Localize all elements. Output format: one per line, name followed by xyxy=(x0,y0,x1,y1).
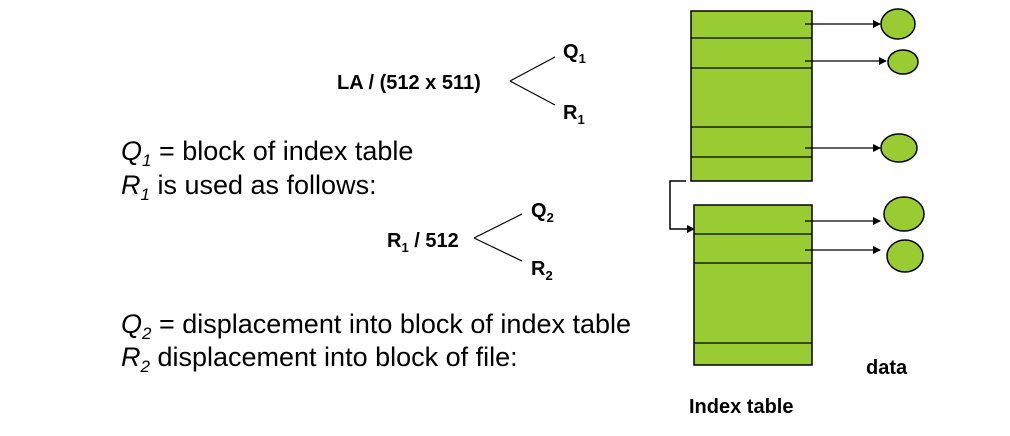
index-table-caption: Index table xyxy=(689,396,794,418)
data-block-circle xyxy=(880,133,918,163)
data-block-circle xyxy=(886,239,924,273)
block-connector-arrow xyxy=(669,180,695,233)
formula1-branch-r xyxy=(509,80,556,106)
data-block-circle xyxy=(887,49,919,75)
formula-r1-division: R1 / 512 xyxy=(387,230,459,255)
formula1-r-label: R1 xyxy=(563,102,585,127)
formula2-r-label: R2 xyxy=(531,258,553,283)
formula-la-expr: LA / (512 x 511) xyxy=(337,72,481,94)
index-block-top xyxy=(690,10,813,182)
formula2-q-label: Q2 xyxy=(531,200,554,225)
formula1-q-label: Q1 xyxy=(563,41,586,66)
q1-definition: Q1 = block of index table xyxy=(121,136,414,170)
formula1-branch-q xyxy=(509,56,556,82)
q2-definition: Q2 = displacement into block of index ta… xyxy=(121,309,632,343)
formula2-branch-r xyxy=(473,237,523,262)
r1-definition: R1 is used as follows: xyxy=(121,170,377,204)
data-caption: data xyxy=(866,357,908,379)
formula2-branch-q xyxy=(473,213,523,239)
data-block-circle xyxy=(883,196,925,232)
formula-la-division: LA / (512 x 511) xyxy=(337,73,481,93)
r2-definition: R2 displacement into block of file: xyxy=(121,342,518,376)
data-block-circle xyxy=(880,8,916,40)
index-block-bottom xyxy=(693,204,813,366)
